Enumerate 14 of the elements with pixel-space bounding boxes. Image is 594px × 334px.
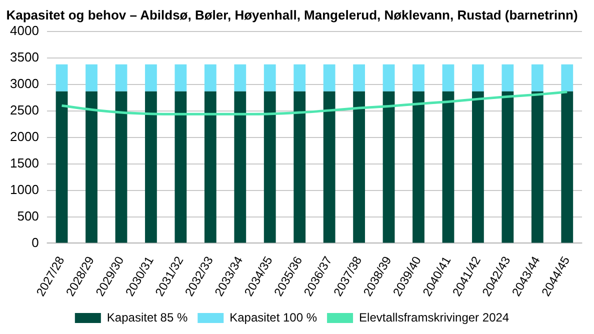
y-tick-label: 1500 [10, 155, 39, 170]
y-tick-label: 2500 [10, 102, 39, 118]
chart-title: Kapasitet og behov – Abildsø, Bøler, Høyenhall, Mangelerud, Nøklevann, Rustad (barnetrinn) [6, 7, 578, 22]
y-tick-label: 500 [17, 208, 39, 224]
y-tick-label: 3000 [10, 76, 39, 92]
y-tick-label: 4000 [10, 23, 39, 38]
y-tick-label: 3500 [10, 50, 39, 65]
legend-label: Elevtallsframskrivinger 2024 [359, 310, 510, 324]
y-tick-label: 2000 [10, 128, 39, 144]
y-tick-label: 0 [32, 234, 39, 250]
legend-label: Kapasitet 85 % [106, 310, 188, 324]
legend-label: Kapasitet 100 % [230, 310, 318, 324]
y-tick-label: 1000 [10, 182, 39, 197]
line-series [60, 90, 568, 116]
